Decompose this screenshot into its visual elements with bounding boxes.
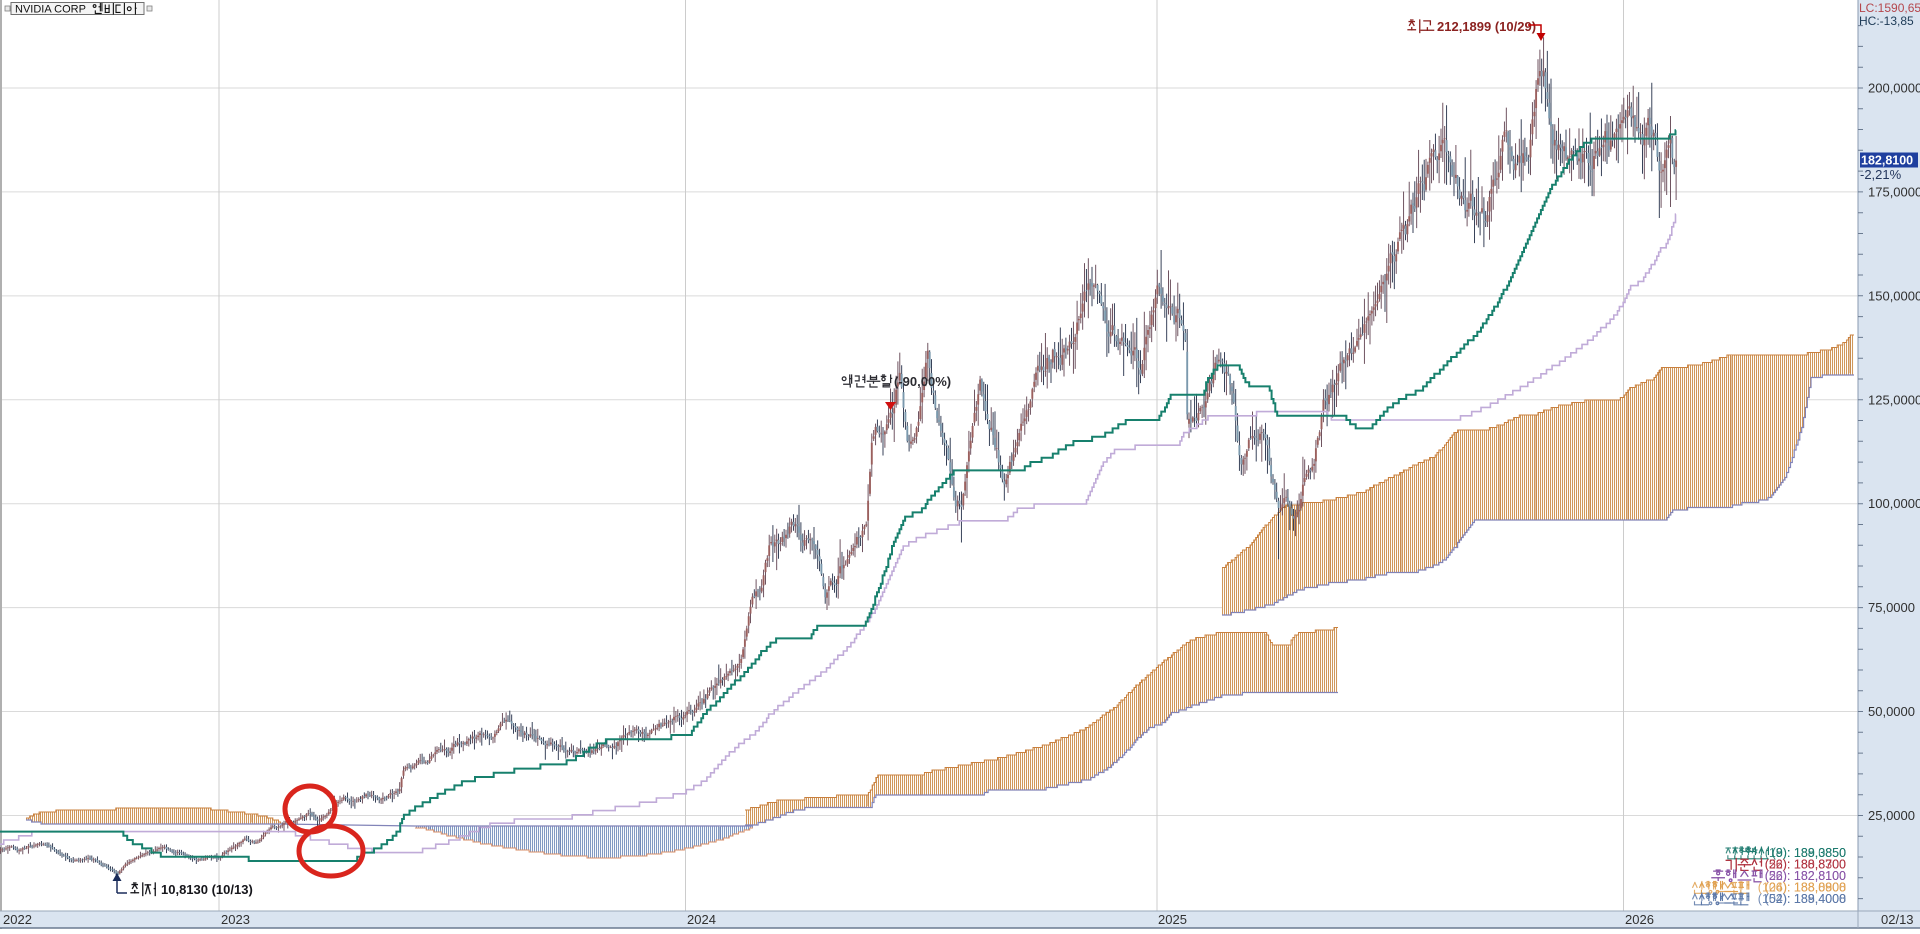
svg-text:2024: 2024 [687, 912, 716, 927]
svg-text:(26): 182,8100: (26): 182,8100 [1765, 869, 1846, 883]
svg-text:212,1899 (10/29): 212,1899 (10/29) [1437, 19, 1536, 34]
svg-text:-2,21%: -2,21% [1860, 167, 1902, 182]
svg-text:LC:1590,65: LC:1590,65 [1859, 1, 1920, 15]
svg-text:(18): 188,0850: (18): 188,0850 [1765, 846, 1846, 860]
svg-text:NVIDIA CORP: NVIDIA CORP [15, 4, 86, 16]
svg-text:2022: 2022 [3, 912, 32, 927]
svg-text:(104): 188,8808: (104): 188,8808 [1758, 881, 1846, 895]
svg-text:175,0000: 175,0000 [1868, 184, 1920, 199]
svg-text:(26): 188,0900: (26): 188,0900 [1765, 881, 1846, 895]
svg-text:182,8100: 182,8100 [1861, 154, 1913, 168]
svg-text:HC:-13,85: HC:-13,85 [1859, 14, 1914, 28]
svg-text:(26): 188,8700: (26): 188,8700 [1765, 858, 1846, 872]
svg-text:25,0000: 25,0000 [1868, 808, 1915, 823]
svg-text:2026: 2026 [1625, 912, 1654, 927]
svg-text:10,8130 (10/13): 10,8130 (10/13) [161, 882, 253, 897]
svg-text:(-90,00%): (-90,00%) [894, 374, 951, 389]
svg-text:02/13: 02/13 [1881, 912, 1914, 927]
svg-text:50,0000: 50,0000 [1868, 704, 1915, 719]
svg-text:(9): 189,3850: (9): 189,3850 [1772, 846, 1846, 860]
svg-text:(52): 189,4000: (52): 189,4000 [1765, 892, 1846, 906]
svg-text:2023: 2023 [221, 912, 250, 927]
svg-text:125,0000: 125,0000 [1868, 392, 1920, 407]
svg-text:(104): 188,4008: (104): 188,4008 [1758, 892, 1846, 906]
svg-text:75,0000: 75,0000 [1868, 600, 1915, 615]
svg-text:150,0000: 150,0000 [1868, 288, 1920, 303]
svg-text:(52): 180,8300: (52): 180,8300 [1765, 858, 1846, 872]
svg-text:(52): 182,8100: (52): 182,8100 [1765, 869, 1846, 883]
svg-text:2025: 2025 [1158, 912, 1187, 927]
svg-text:100,0000: 100,0000 [1868, 496, 1920, 511]
svg-text:200,0000: 200,0000 [1868, 81, 1920, 96]
